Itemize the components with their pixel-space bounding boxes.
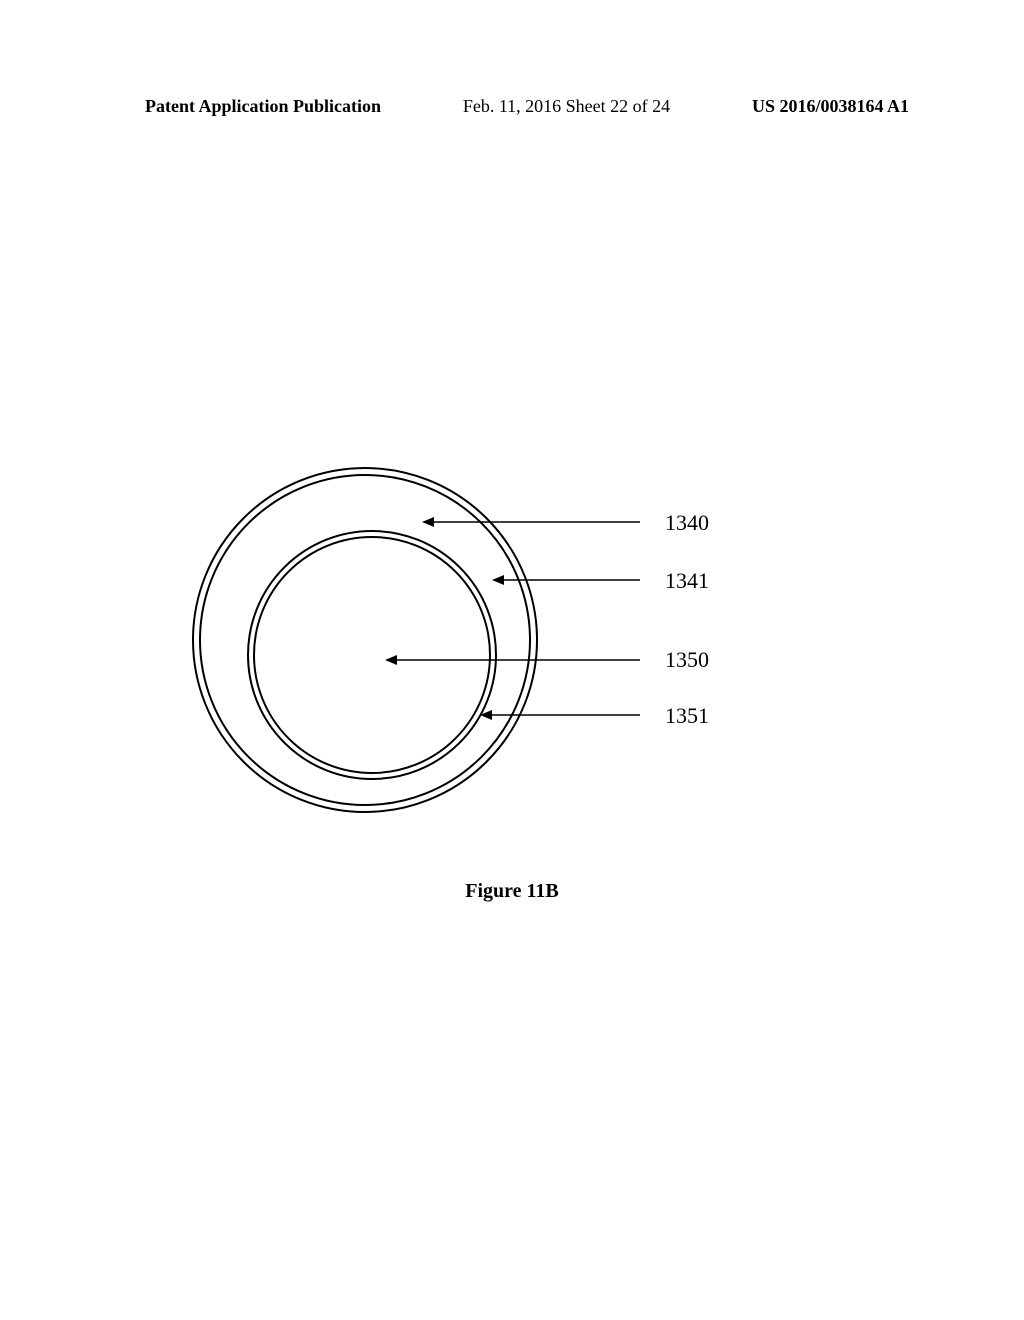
- arrowhead-2: [492, 575, 504, 585]
- figure-container: 1340 1341 1350 1351: [0, 465, 1024, 865]
- reference-1350: 1350: [665, 647, 709, 673]
- page-header: Patent Application Publication Feb. 11, …: [0, 96, 1024, 117]
- date-sheet: Feb. 11, 2016 Sheet 22 of 24: [463, 96, 670, 117]
- figure-caption: Figure 11B: [0, 880, 1024, 903]
- publication-type: Patent Application Publication: [145, 96, 381, 117]
- arrowhead-1: [422, 517, 434, 527]
- reference-1351: 1351: [665, 703, 709, 729]
- outer-circle-outer: [193, 468, 537, 812]
- arrowhead-3: [385, 655, 397, 665]
- concentric-circles-diagram: [190, 465, 670, 825]
- inner-circle-inner: [254, 537, 490, 773]
- patent-number: US 2016/0038164 A1: [752, 96, 909, 117]
- inner-circle-outer: [248, 531, 496, 779]
- reference-1341: 1341: [665, 568, 709, 594]
- reference-1340: 1340: [665, 510, 709, 536]
